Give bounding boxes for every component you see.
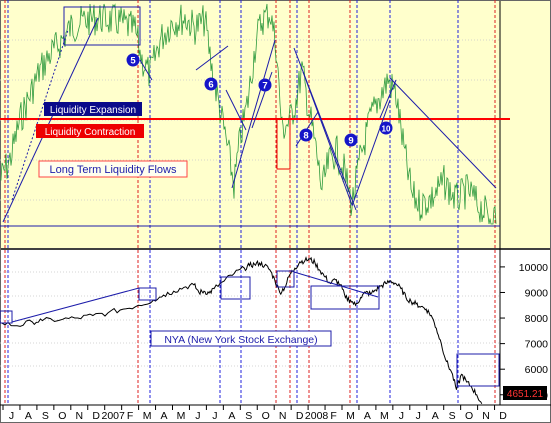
x-tick-label: S — [42, 410, 49, 422]
nya-box-6 — [456, 353, 500, 387]
marker-10 — [379, 121, 393, 135]
nya-box-1 — [0, 310, 13, 324]
x-tick-label: O — [465, 410, 473, 422]
contraction-label-box — [36, 124, 144, 138]
contraction-label: Liquidity Contraction — [45, 127, 136, 138]
y-tick-label: 6000 — [525, 364, 549, 376]
x-tick-label: A — [25, 410, 32, 422]
trend-line-2 — [11, 29, 69, 201]
nya-box-4 — [276, 270, 295, 288]
trend-line-12 — [389, 77, 497, 189]
nya-trend-2 — [293, 271, 379, 298]
x-tick-label: M — [143, 410, 152, 422]
x-tick-label: A — [161, 410, 168, 422]
y-tick-label: 8000 — [525, 313, 549, 325]
nya-y-axis: 1000090008000700060005000 — [500, 262, 548, 402]
x-tick-label: A — [432, 410, 439, 422]
x-tick-label: M — [380, 410, 389, 422]
chart-title: Long Term Liquidity Flows — [50, 164, 177, 176]
title-box — [38, 160, 188, 178]
x-tick-label: N — [482, 410, 490, 422]
nya-box-2 — [138, 287, 157, 301]
nya-annotations — [0, 270, 500, 387]
nya-series-line — [1, 256, 483, 404]
x-tick-label: J — [9, 410, 14, 422]
x-tick-label: F — [330, 410, 336, 422]
expansion-label: Liquidity Expansion — [50, 105, 136, 116]
y-tick-label: 7000 — [525, 339, 549, 351]
marker-label: 8 — [303, 131, 308, 142]
x-tick-label: M — [346, 410, 355, 422]
marker-label: 5 — [130, 56, 136, 67]
x-tick-label: O — [262, 410, 270, 422]
x-tick-label: A — [364, 410, 371, 422]
trend-line-4 — [195, 45, 229, 71]
x-axis: J A S O N D 2007 F M A M J J A S O N D 2008 F M A M J J A S O N D — [2, 405, 507, 422]
marker-label: 9 — [348, 136, 353, 147]
x-tick-label: D — [499, 410, 507, 422]
x-tick-label: S — [245, 410, 252, 422]
x-tick-label: D — [296, 410, 304, 422]
x-tick-label: N — [279, 410, 287, 422]
x-tick-label: J — [416, 410, 421, 422]
x-tick-label: D — [92, 410, 100, 422]
trend-line-11 — [379, 79, 397, 119]
marker-label: 10 — [382, 125, 391, 134]
nya-trend-1 — [11, 287, 140, 323]
y-tick-label: 9000 — [525, 287, 549, 299]
marker-8 — [299, 128, 313, 142]
x-tick-label: 2007 — [101, 410, 125, 422]
marker-9 — [344, 133, 358, 147]
x-tick-label: A — [228, 410, 235, 422]
marker-label: 7 — [262, 81, 267, 92]
x-tick-label: 2008 — [305, 410, 329, 422]
top-range-box — [63, 6, 141, 46]
y-tick-label: 10000 — [519, 262, 548, 274]
trend-line-5 — [231, 39, 276, 189]
marker-5 — [126, 53, 140, 67]
x-tick-label: O — [58, 410, 66, 422]
top-panel-grid-area — [500, 0, 551, 248]
trend-line-3 — [139, 59, 153, 81]
x-tick-label: M — [177, 410, 186, 422]
liquidity-series-line — [0, 3, 497, 225]
nya-box-5 — [310, 285, 380, 310]
trend-line-6 — [225, 89, 247, 131]
x-tick-label: J — [195, 410, 200, 422]
trend-line-1 — [2, 17, 99, 223]
expansion-label-box — [44, 102, 142, 116]
x-tick-label: J — [399, 410, 404, 422]
marker-label: 6 — [208, 80, 213, 91]
contraction-box — [276, 118, 291, 170]
liquidity-annotations — [2, 6, 497, 223]
last-value-box — [503, 386, 547, 400]
x-tick-label: J — [212, 410, 217, 422]
last-value: 4651.21 — [507, 389, 544, 400]
nya-box-3 — [220, 276, 251, 300]
trend-line-9 — [302, 71, 353, 206]
nya-label-box — [150, 330, 332, 347]
x-tick-label: N — [75, 410, 83, 422]
nya-annotation: NYA (New York Stock Exchange) — [164, 334, 317, 346]
marker-7 — [258, 78, 272, 92]
trend-line-10 — [351, 99, 391, 207]
x-tick-label: F — [127, 410, 133, 422]
x-tick-label: S — [449, 410, 456, 422]
marker-6 — [204, 77, 218, 91]
cycle-markers: 5 6 7 8 9 10 — [126, 53, 393, 147]
bottom-panel-background — [0, 250, 500, 405]
